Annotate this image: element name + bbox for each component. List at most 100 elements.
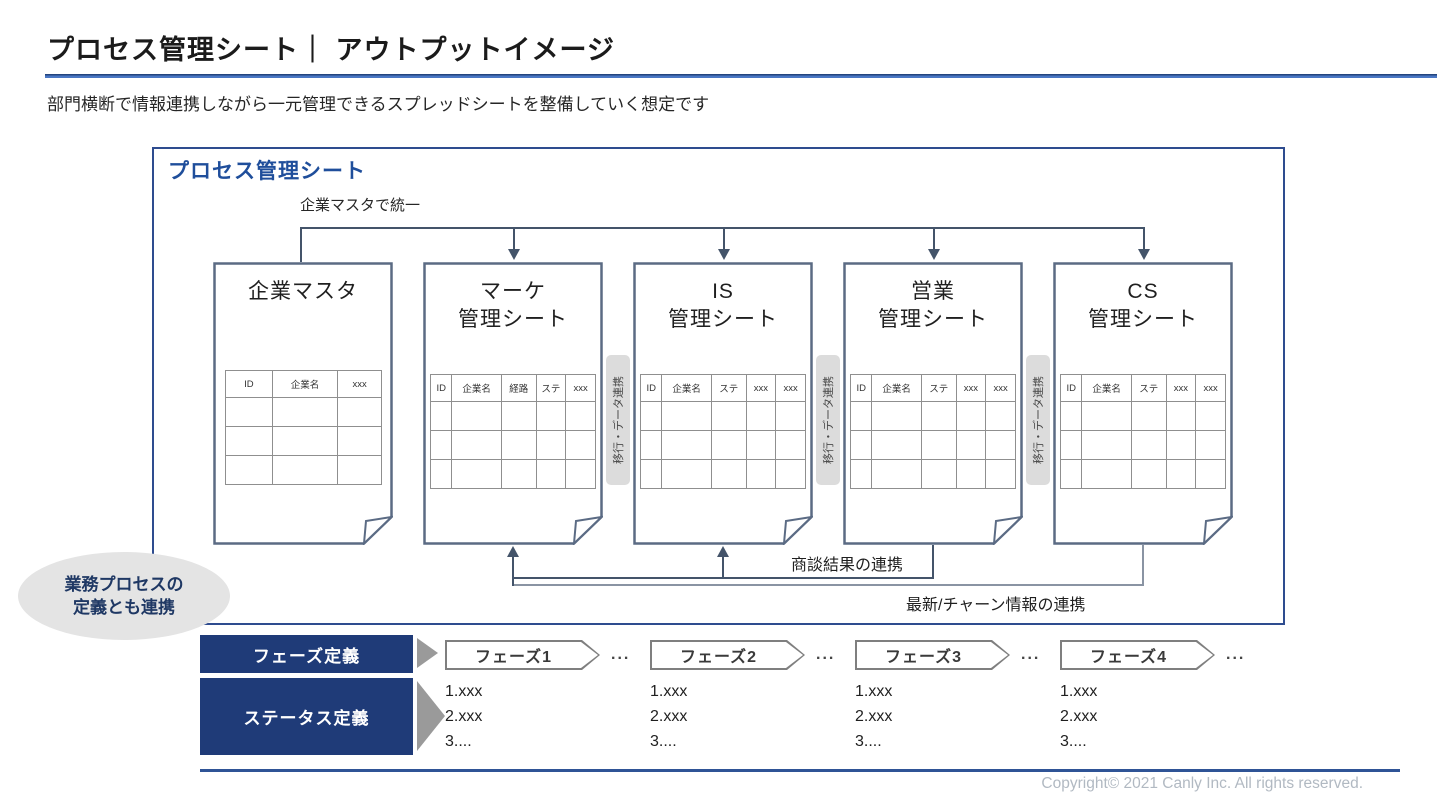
container-label: プロセス管理シート (168, 160, 366, 183)
arrow-down-icon (1138, 249, 1150, 260)
status-item: 3.... (445, 733, 472, 750)
doc-title-line: CS (1127, 280, 1159, 303)
doc-title: 営業 管理シート (843, 278, 1023, 334)
side-note-line: 業務プロセスの (64, 575, 184, 594)
col-header: xxx (1165, 374, 1197, 402)
doc-title-line: 管理シート (878, 308, 988, 331)
status-list-4: 1.xxx 2.xxx 3.... (1060, 679, 1097, 754)
col-header: 経路 (500, 374, 537, 402)
master-unify-label: 企業マスタで統一 (300, 197, 421, 214)
col-header: ステ (710, 374, 747, 402)
arrow-down-icon (928, 249, 940, 260)
doc-title-line: 企業マスタ (248, 280, 358, 303)
arrow-down-icon (718, 249, 730, 260)
col-header: ID (849, 374, 873, 402)
doc-table: ID 企業名 xxx (225, 370, 382, 485)
status-item: 1.xxx (1060, 683, 1098, 700)
phase-separator: ... (1021, 646, 1041, 663)
arrow-right-icon (417, 638, 438, 668)
top-connector-drop-cs (1143, 227, 1145, 250)
col-header: ID (639, 374, 663, 402)
col-header: ID (225, 370, 273, 398)
col-header: 企業名 (871, 374, 922, 402)
data-link-label: 移行・データ連携 (613, 376, 625, 464)
doc-company-master: 企業マスタ ID 企業名 xxx (213, 262, 393, 545)
doc-title-line: マーケ (480, 280, 546, 303)
phase-separator: ... (611, 646, 631, 663)
doc-sales-sheet: 営業 管理シート ID 企業名 ステ xxx xxx (843, 262, 1023, 545)
sales-link-label: 商談結果の連携 (788, 551, 907, 575)
phase-chevron-2: フェーズ2 (650, 640, 805, 670)
doc-is-sheet: IS 管理シート ID 企業名 ステ xxx xxx (633, 262, 813, 545)
data-link-pill: 移行・データ連携 (606, 355, 630, 485)
status-list-2: 1.xxx 2.xxx 3.... (650, 679, 687, 754)
status-item: 1.xxx (650, 683, 688, 700)
sales-connector-rise-marketing (512, 557, 514, 586)
col-header: xxx (955, 374, 987, 402)
doc-cs-sheet: CS 管理シート ID 企業名 ステ xxx xxx (1053, 262, 1233, 545)
churn-connector-drop (1142, 545, 1144, 586)
status-item: 2.xxx (855, 708, 893, 725)
col-header: ID (1059, 374, 1083, 402)
churn-link-label: 最新/チャーン情報の連携 (903, 591, 1089, 615)
top-connector-drop-master (300, 227, 302, 262)
col-header: ステ (1130, 374, 1167, 402)
doc-title-line: 管理シート (1088, 308, 1198, 331)
arrow-down-icon (508, 249, 520, 260)
data-link-pill: 移行・データ連携 (816, 355, 840, 485)
status-item: 1.xxx (445, 683, 483, 700)
doc-marketing-sheet: マーケ 管理シート ID 企業名 経路 ステ xxx (423, 262, 603, 545)
top-connector-drop-sales (933, 227, 935, 250)
phase-chevron-3: フェーズ3 (855, 640, 1010, 670)
footer-divider (200, 769, 1400, 772)
sales-connector-rise-is (722, 557, 724, 579)
top-connector-drop-marketing (513, 227, 515, 250)
col-header: ID (429, 374, 453, 402)
doc-title-line: 営業 (911, 280, 955, 303)
col-header: ステ (920, 374, 957, 402)
title-divider (45, 74, 1437, 78)
col-header: 企業名 (1081, 374, 1132, 402)
col-header: 企業名 (451, 374, 502, 402)
chevron-shape (652, 642, 803, 668)
phase-label: フェーズ4 (1089, 649, 1168, 666)
doc-title: IS 管理シート (633, 278, 813, 334)
status-item: 2.xxx (1060, 708, 1098, 725)
phase-separator: ... (816, 646, 836, 663)
col-header: xxx (1195, 374, 1226, 402)
doc-title: 企業マスタ (213, 278, 393, 306)
doc-title-line: 管理シート (458, 308, 568, 331)
col-header: xxx (337, 370, 382, 398)
doc-table: ID 企業名 経路 ステ xxx (429, 374, 596, 489)
status-item: 3.... (855, 733, 882, 750)
col-header: ステ (535, 374, 567, 402)
status-item: 1.xxx (855, 683, 893, 700)
phase-label: フェーズ2 (679, 649, 758, 666)
doc-title-line: IS (712, 280, 734, 303)
doc-title: CS 管理シート (1053, 278, 1233, 334)
col-header: xxx (985, 374, 1016, 402)
phase-definition-box: フェーズ定義 (200, 635, 413, 673)
col-header: xxx (745, 374, 777, 402)
col-header: xxx (565, 374, 596, 402)
side-note-ellipse: 業務プロセスの 定義とも連携 (18, 552, 230, 640)
status-item: 3.... (1060, 733, 1087, 750)
status-list-1: 1.xxx 2.xxx 3.... (445, 679, 482, 754)
top-connector-drop-is (723, 227, 725, 250)
status-item: 2.xxx (650, 708, 688, 725)
col-header: 企業名 (661, 374, 712, 402)
phase-label: フェーズ1 (474, 649, 553, 666)
side-note-line: 定義とも連携 (73, 598, 175, 617)
data-link-pill: 移行・データ連携 (1026, 355, 1050, 485)
status-definition-box: ステータス定義 (200, 678, 413, 755)
process-sheet-container (152, 147, 1285, 625)
churn-connector-line (512, 584, 1144, 586)
chevron-shape (857, 642, 1008, 668)
top-connector-line (300, 227, 1144, 229)
arrow-right-icon (417, 681, 445, 751)
data-link-label: 移行・データ連携 (1033, 376, 1045, 464)
status-item: 3.... (650, 733, 677, 750)
data-link-label: 移行・データ連携 (823, 376, 835, 464)
page-title: プロセス管理シート｜ アウトプットイメージ (47, 35, 615, 65)
